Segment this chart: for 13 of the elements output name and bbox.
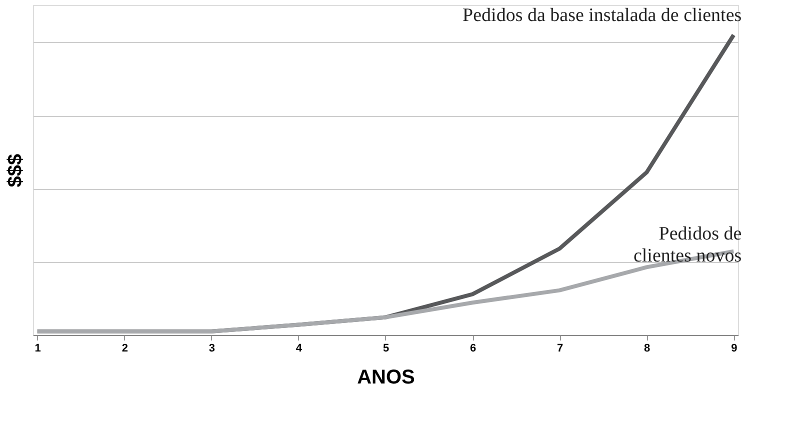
- x-tick-label: 1: [34, 342, 41, 354]
- x-tick-label: 6: [470, 342, 476, 354]
- x-tick-label: 7: [557, 342, 564, 354]
- x-tick-label: 9: [731, 342, 738, 354]
- series-label: Pedidos de clientes novos: [633, 223, 742, 266]
- x-tick-label: 4: [296, 342, 303, 354]
- x-tick-label: 3: [208, 342, 215, 354]
- x-tick-label: 2: [122, 342, 128, 354]
- y-axis-title: $$$: [4, 154, 26, 188]
- series-label: Pedidos da base instalada de clientes: [462, 5, 742, 26]
- x-tick-label: 8: [644, 342, 650, 354]
- x-tick-label: 5: [382, 342, 390, 354]
- x-axis-title: ANOS: [357, 366, 415, 388]
